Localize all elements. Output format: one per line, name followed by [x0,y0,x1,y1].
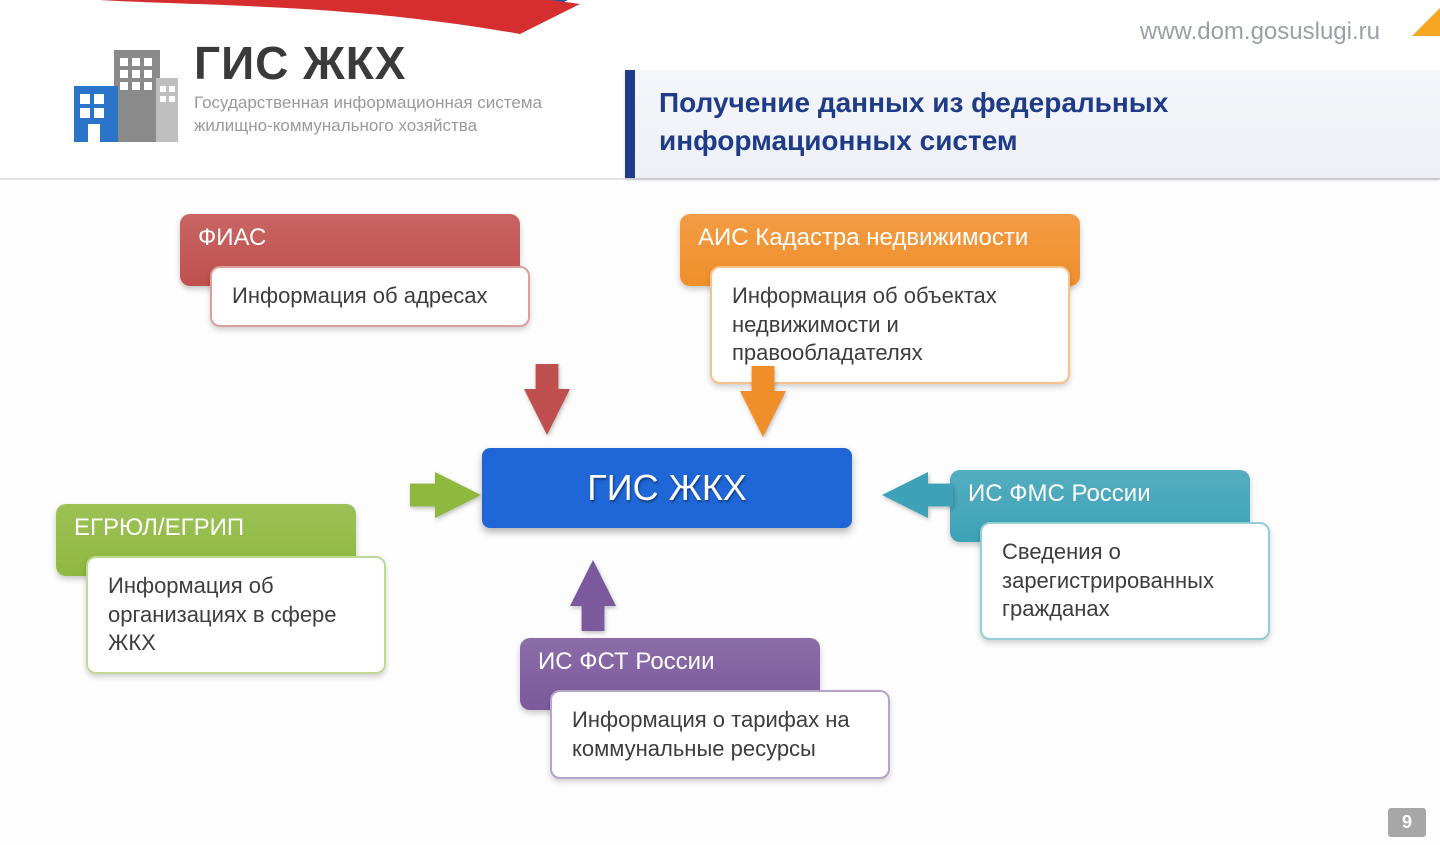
block-egrul: ЕГРЮЛ/ЕГРИПИнформация об организациях в … [56,504,356,576]
arrow-fst [570,560,616,636]
block-fms-title: ИС ФМС России [968,480,1151,507]
slide-title: Получение данных из федеральных информац… [625,70,1440,178]
block-fms: ИС ФМС РоссииСведения о зарегистрированн… [950,470,1250,542]
block-fias-desc: Информация об адресах [232,283,488,308]
block-fms-desc: Сведения о зарегистрированных гражданах [1002,539,1214,621]
buildings-icon [70,40,180,150]
logo-subtitle-2: жилищно-коммунального хозяйства [194,115,542,138]
block-egrul-title: ЕГРЮЛ/ЕГРИП [74,514,244,541]
block-kadastr-desc: Информация об объектах недвижимости и пр… [732,283,997,365]
arrow-egrul [410,472,481,523]
arrow-fias [524,364,570,440]
site-url: www.dom.gosuslugi.ru [1140,18,1380,46]
slide-header: www.dom.gosuslugi.ru ГИС ЖКХ [0,0,1440,180]
block-fst-title: ИС ФСТ России [538,648,714,675]
logo-subtitle-1: Государственная информационная система [194,92,542,115]
central-hub-label: ГИС ЖКХ [587,467,747,508]
logo-title: ГИС ЖКХ [194,40,542,86]
arrow-kadastr [740,366,786,442]
block-fst-desc: Информация о тарифах на коммунальные рес… [572,707,850,761]
block-fst: ИС ФСТ РоссииИнформация о тарифах на ком… [520,638,820,710]
page-number: 9 [1388,808,1426,837]
central-hub: ГИС ЖКХ [482,448,852,528]
arrow-fms [882,472,953,523]
block-egrul-desc: Информация об организациях в сфере ЖКХ [108,573,337,655]
corner-accent [1412,8,1440,36]
block-fias: ФИАСИнформация об адресах [180,214,520,286]
diagram-stage: ГИС ЖКХ ФИАСИнформация об адресах АИС Ка… [0,180,1440,845]
logo: ГИС ЖКХ Государственная информационная с… [70,40,542,150]
block-kadastr-title: АИС Кадастра недвижимости [698,224,1028,251]
block-fias-title: ФИАС [198,224,266,251]
block-kadastr: АИС Кадастра недвижимостиИнформация об о… [680,214,1080,286]
